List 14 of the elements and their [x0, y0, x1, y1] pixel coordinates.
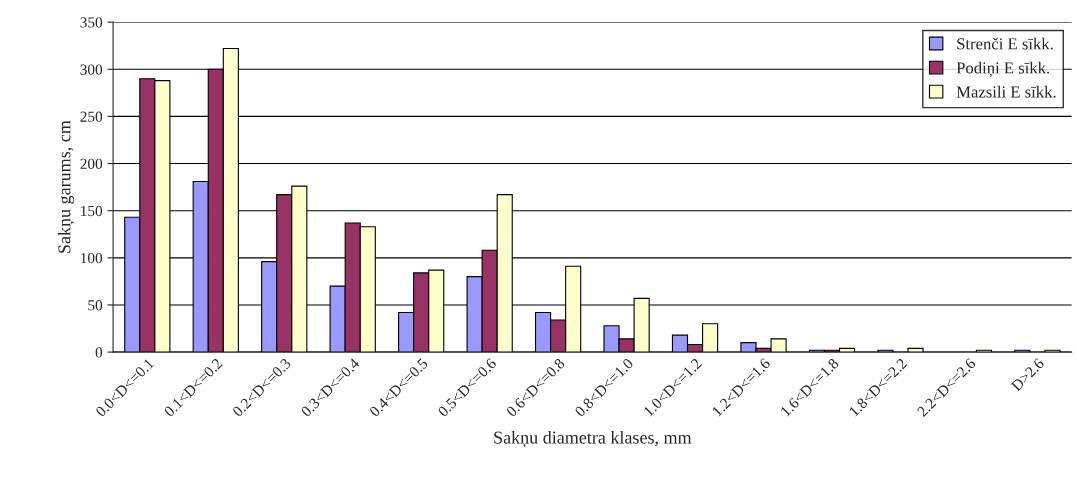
y-tick-label: 150 [81, 205, 103, 217]
legend-label: Podiņi E sīkk. [956, 61, 1050, 77]
y-tick-label: 350 [80, 17, 103, 28]
y-tick-label: 50 [88, 300, 103, 311]
y-tick-label: 300 [80, 64, 103, 75]
legend-label: Mazsili E sīkk. [956, 85, 1056, 98]
y-tick-label: 100 [81, 252, 103, 264]
legend-label: Strenči E sīkk. [957, 37, 1053, 50]
x-axis-title: Sakņu diametra klases, mm [494, 430, 692, 448]
bar [907, 347, 924, 353]
y-tick-label: 0 [95, 347, 103, 358]
y-tick-label: 250 [80, 111, 103, 122]
y-axis-title: Sakņu garums, cm [57, 120, 75, 253]
y-tick-label: 200 [80, 158, 103, 169]
